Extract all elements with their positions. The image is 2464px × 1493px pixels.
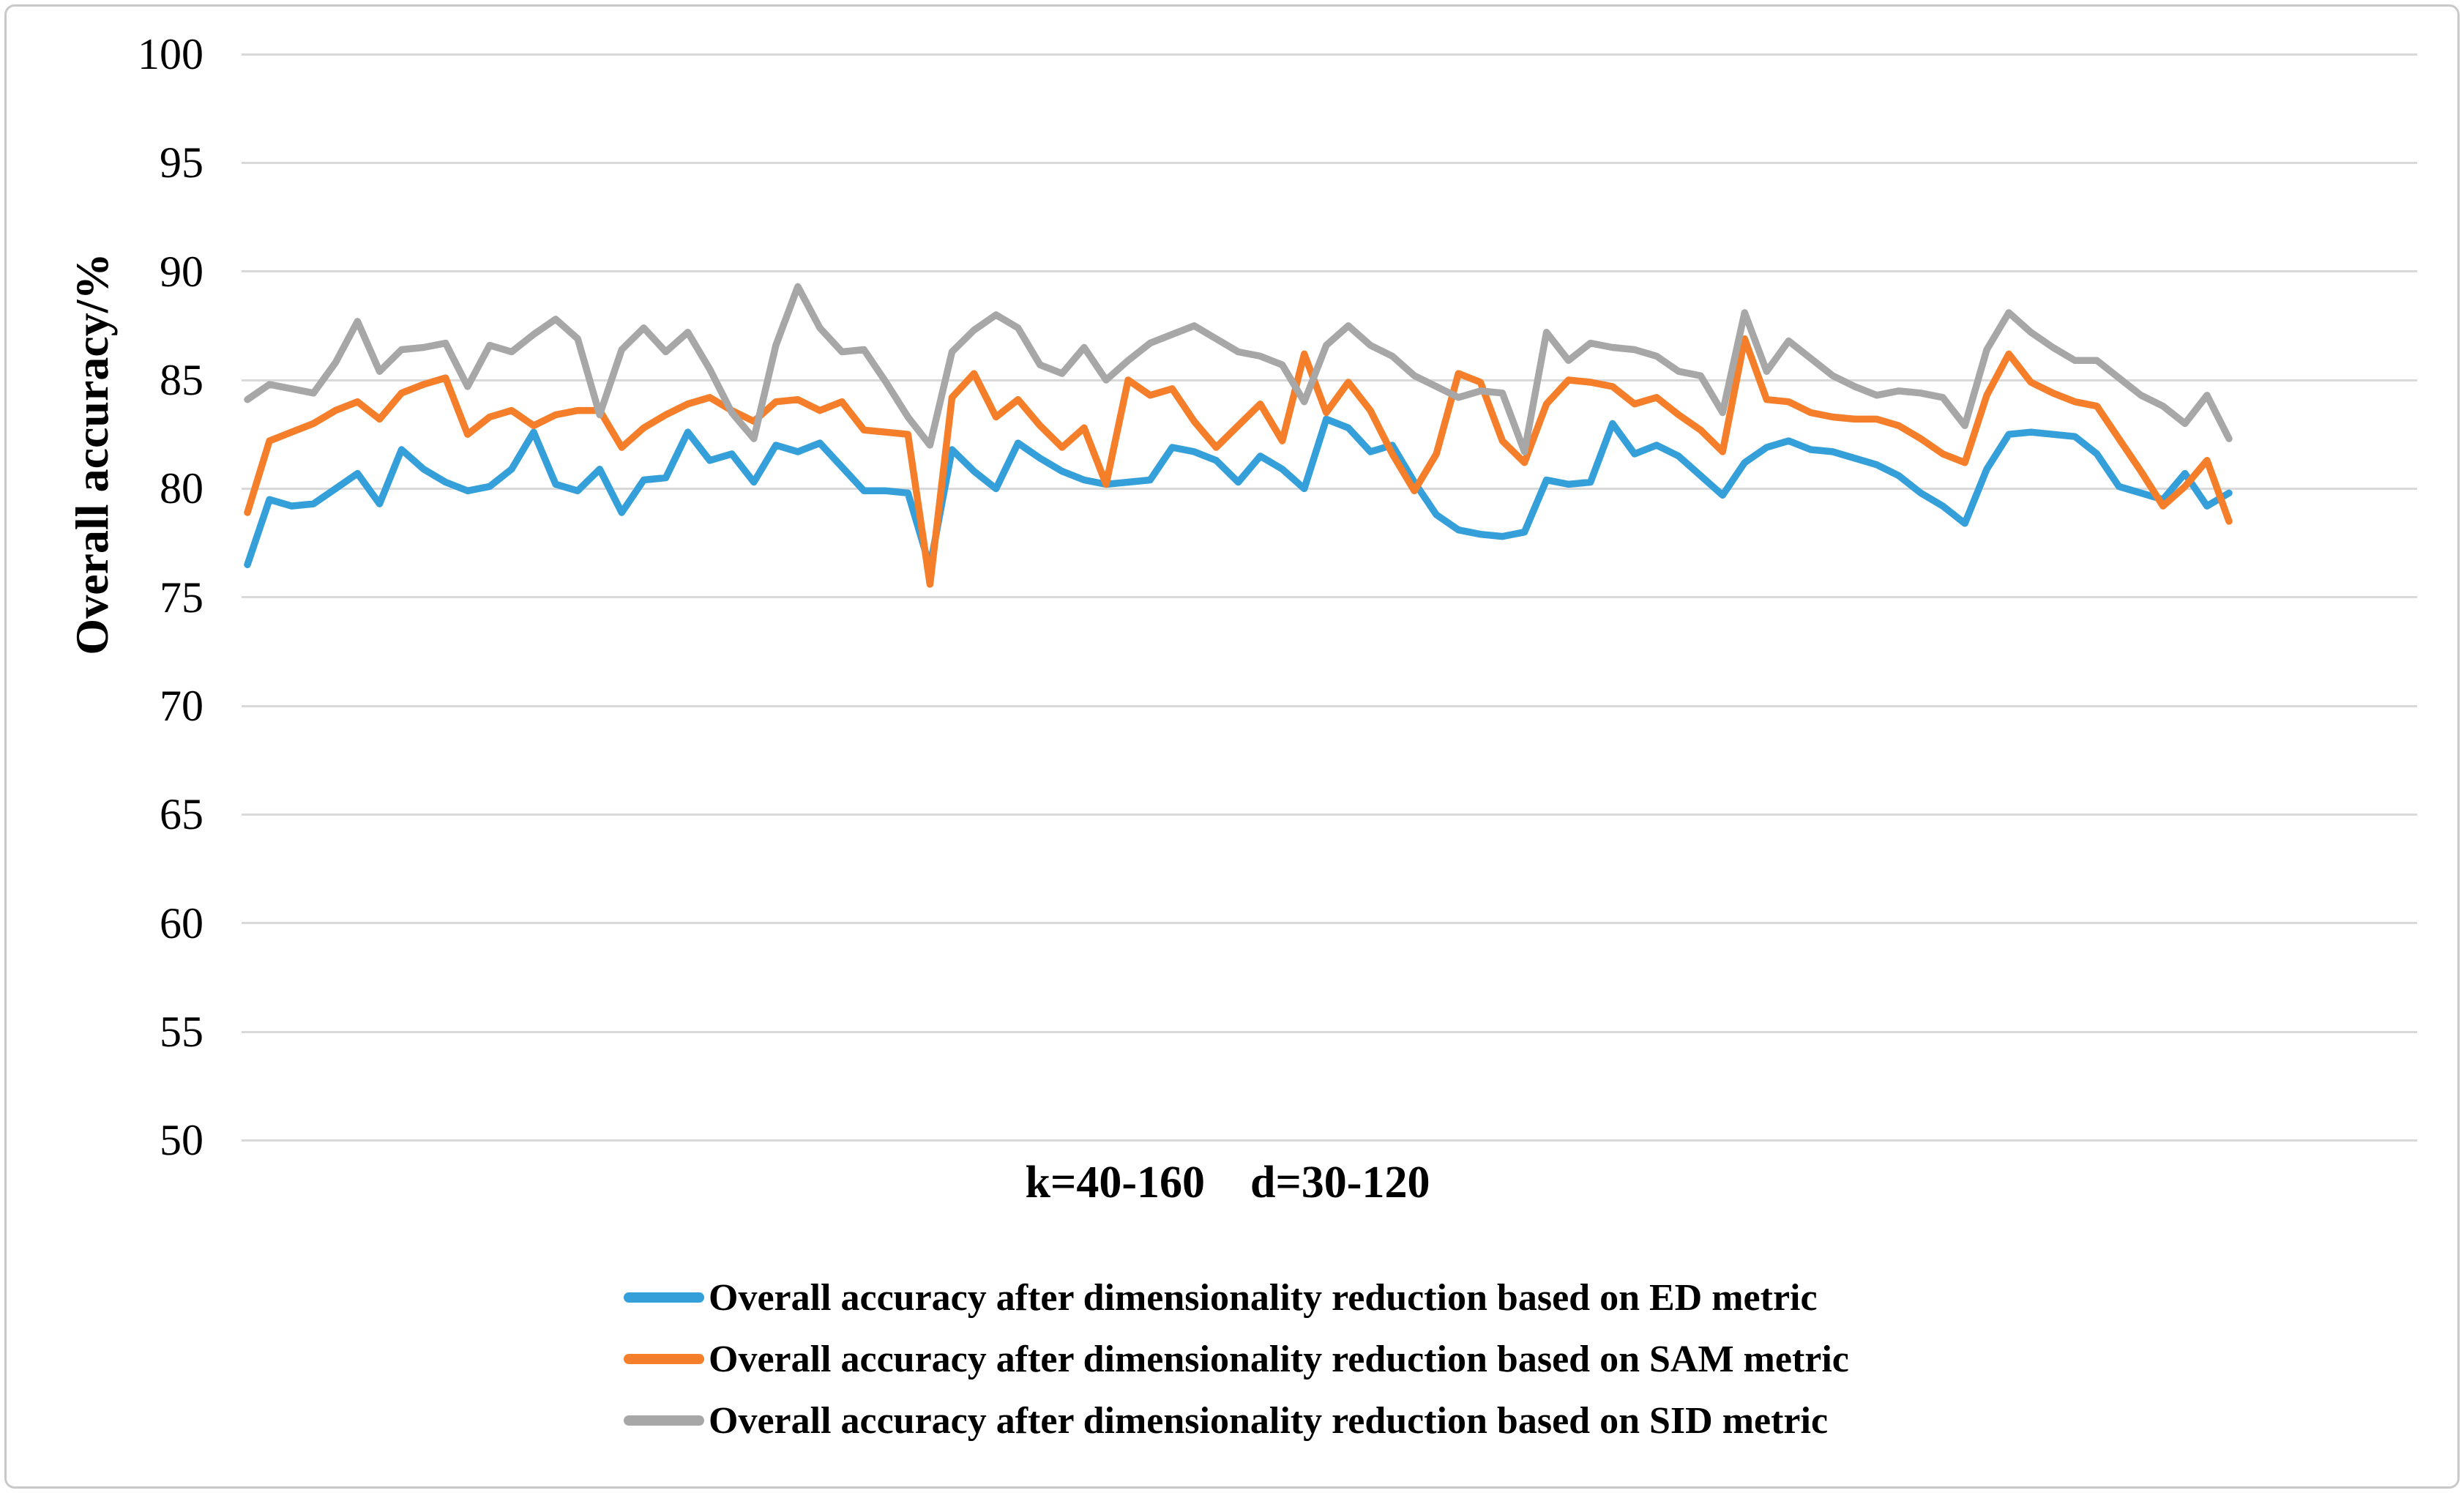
- gridline: [242, 1139, 2417, 1142]
- y-tick-label: 60: [160, 898, 204, 947]
- legend-swatch-2: [624, 1415, 704, 1426]
- y-tick-label: 100: [138, 30, 204, 78]
- y-tick-label: 70: [160, 682, 204, 731]
- series-line-0: [244, 415, 2233, 570]
- legend: Overall accuracy after dimensionality re…: [624, 1276, 1849, 1460]
- series-line-1: [244, 335, 2233, 588]
- y-tick-label: 50: [160, 1116, 204, 1165]
- gridline: [242, 270, 2417, 273]
- gridline: [242, 596, 2417, 599]
- legend-label: Overall accuracy after dimensionality re…: [709, 1338, 1849, 1380]
- gridline: [242, 487, 2417, 490]
- y-tick-label: 80: [160, 464, 204, 513]
- gridline: [242, 1030, 2417, 1033]
- x-axis-label: k=40-160 d=30-120: [1025, 1158, 1430, 1207]
- legend-item: Overall accuracy after dimensionality re…: [624, 1337, 1849, 1381]
- gridline: [242, 53, 2417, 56]
- figure-border: [4, 4, 2460, 1489]
- legend-label: Overall accuracy after dimensionality re…: [709, 1399, 1829, 1442]
- y-tick-label: 55: [160, 1008, 204, 1057]
- gridline: [242, 813, 2417, 816]
- legend-item: Overall accuracy after dimensionality re…: [624, 1276, 1849, 1319]
- legend-swatch-1: [624, 1354, 704, 1364]
- y-tick-label: 95: [160, 138, 204, 187]
- gridline: [242, 704, 2417, 707]
- legend-label: Overall accuracy after dimensionality re…: [709, 1276, 1818, 1319]
- gridline: [242, 379, 2417, 381]
- y-tick-label: 90: [160, 247, 204, 296]
- y-tick-label: 65: [160, 790, 204, 839]
- y-tick-label: 85: [160, 356, 204, 405]
- legend-item: Overall accuracy after dimensionality re…: [624, 1399, 1849, 1442]
- series-line-2: [244, 283, 2233, 455]
- legend-swatch-0: [624, 1292, 704, 1303]
- y-tick-label: 75: [160, 573, 204, 622]
- gridline: [242, 922, 2417, 925]
- gridline: [242, 161, 2417, 164]
